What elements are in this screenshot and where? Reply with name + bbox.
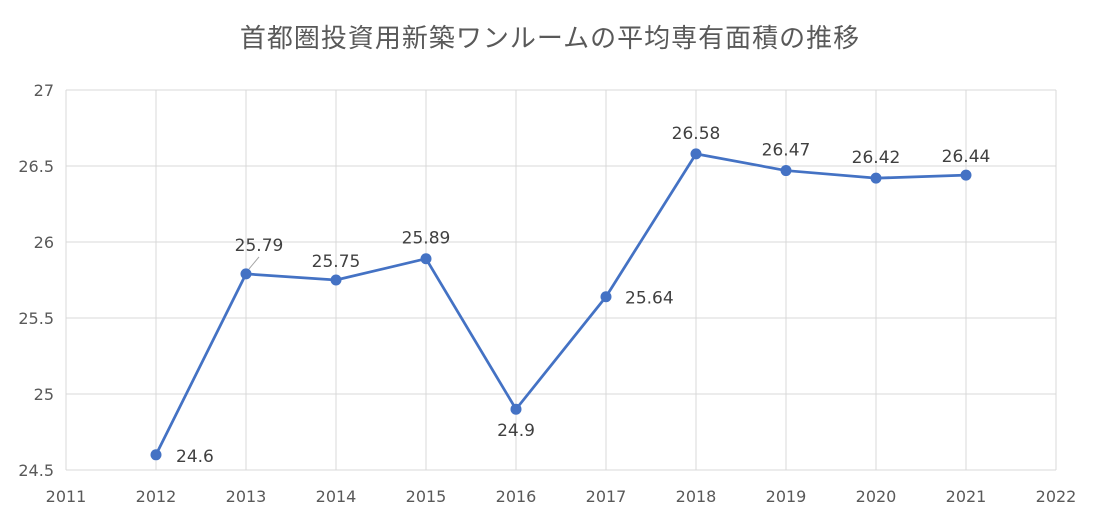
data-label: 26.58 (672, 124, 721, 144)
data-point (420, 253, 432, 265)
data-label: 25.64 (625, 289, 674, 309)
data-point (780, 165, 792, 177)
data-label: 24.6 (176, 447, 214, 467)
x-tick-label: 2015 (406, 487, 447, 506)
series-line (154, 152, 967, 456)
y-tick-label: 27 (34, 81, 54, 100)
label-leader-line (248, 256, 260, 270)
data-point (150, 449, 162, 461)
x-tick-label: 2019 (766, 487, 807, 506)
x-tick-label: 2021 (946, 487, 987, 506)
x-tick-label: 2014 (316, 487, 357, 506)
x-tick-label: 2020 (856, 487, 897, 506)
data-point (690, 148, 702, 160)
data-point (600, 291, 612, 303)
x-tick-label: 2011 (46, 487, 87, 506)
data-label: 26.47 (762, 141, 811, 161)
x-tick-label: 2017 (586, 487, 627, 506)
x-tick-label: 2016 (496, 487, 537, 506)
y-tick-label: 26.5 (18, 157, 54, 176)
y-tick-label: 25 (34, 385, 54, 404)
x-tick-label: 2013 (226, 487, 267, 506)
data-point (330, 274, 342, 286)
x-tick-label: 2022 (1036, 487, 1077, 506)
data-label: 25.75 (312, 252, 361, 272)
data-point (870, 172, 882, 184)
x-tick-label: 2012 (136, 487, 177, 506)
data-label: 25.79 (235, 236, 284, 256)
y-tick-label: 25.5 (18, 309, 54, 328)
y-tick-label: 24.5 (18, 461, 54, 480)
data-point (240, 268, 252, 280)
y-tick-label: 26 (34, 233, 54, 252)
x-tick-label: 2018 (676, 487, 717, 506)
data-point (510, 403, 522, 415)
data-label: 25.89 (402, 229, 451, 249)
data-point (960, 169, 972, 181)
data-label: 26.42 (852, 148, 901, 168)
data-label: 26.44 (942, 147, 991, 167)
chart-title: 首都圏投資用新築ワンルームの平均専有面積の推移 (239, 24, 861, 54)
data-label: 24.9 (497, 421, 535, 441)
